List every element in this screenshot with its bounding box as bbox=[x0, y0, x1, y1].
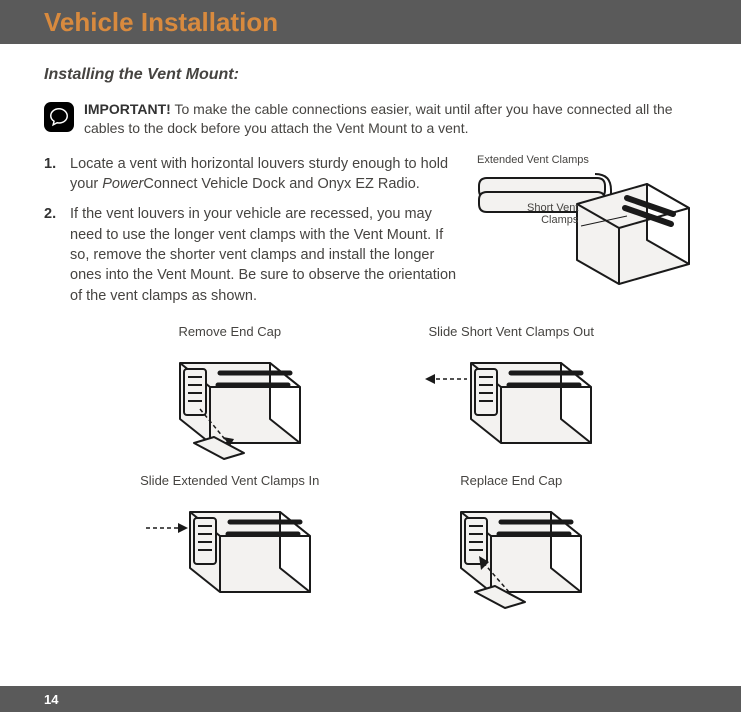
replace-end-cap-icon bbox=[431, 492, 591, 612]
diagram-cell: Slide Short Vent Clamps Out bbox=[386, 324, 638, 463]
body-row: Locate a vent with horizontal louvers st… bbox=[44, 154, 697, 316]
footer-bar: 14 bbox=[0, 686, 741, 712]
important-body: To make the cable connections easier, wa… bbox=[84, 101, 673, 136]
vent-mount-diagram-icon bbox=[477, 168, 697, 288]
steps-column: Locate a vent with horizontal louvers st… bbox=[44, 154, 463, 316]
important-callout: IMPORTANT! To make the cable connections… bbox=[44, 100, 697, 138]
page-number: 14 bbox=[44, 692, 58, 707]
section-title: Installing the Vent Mount: bbox=[44, 66, 697, 84]
step-text-pre: If the vent louvers in your vehicle are … bbox=[70, 206, 456, 303]
speech-bubble-icon bbox=[44, 102, 74, 132]
step-text-post: Connect Vehicle Dock and Onyx EZ Radio. bbox=[143, 176, 419, 192]
diagram-cell: Slide Extended Vent Clamps In bbox=[104, 473, 356, 612]
important-bold: IMPORTANT! bbox=[84, 101, 171, 117]
content-region: Installing the Vent Mount: IMPORTANT! To… bbox=[0, 44, 741, 612]
diagram-caption: Slide Short Vent Clamps Out bbox=[429, 324, 594, 339]
step-item: If the vent louvers in your vehicle are … bbox=[44, 204, 463, 305]
diagram-cell: Replace End Cap bbox=[386, 473, 638, 612]
diagram-caption: Replace End Cap bbox=[460, 473, 562, 488]
step-list: Locate a vent with horizontal louvers st… bbox=[44, 154, 463, 306]
hero-diagram: Extended Vent Clamps Short Vent Clamps bbox=[477, 154, 697, 291]
header-bar: Vehicle Installation bbox=[0, 0, 741, 44]
step-text-italic: Power bbox=[102, 176, 143, 192]
slide-short-out-icon bbox=[421, 343, 601, 463]
important-text: IMPORTANT! To make the cable connections… bbox=[84, 100, 697, 138]
diagram-cell: Remove End Cap bbox=[104, 324, 356, 463]
diagram-grid: Remove End Cap Slide Short Vent Cl bbox=[44, 324, 697, 612]
step-item: Locate a vent with horizontal louvers st… bbox=[44, 154, 463, 195]
label-short-clamps: Short Vent Clamps bbox=[527, 202, 578, 226]
label-extended-clamps: Extended Vent Clamps bbox=[477, 154, 589, 166]
diagram-caption: Slide Extended Vent Clamps In bbox=[140, 473, 319, 488]
page-title: Vehicle Installation bbox=[44, 7, 278, 38]
slide-extended-in-icon bbox=[140, 492, 320, 612]
remove-end-cap-icon bbox=[150, 343, 310, 463]
diagram-caption: Remove End Cap bbox=[178, 324, 281, 339]
